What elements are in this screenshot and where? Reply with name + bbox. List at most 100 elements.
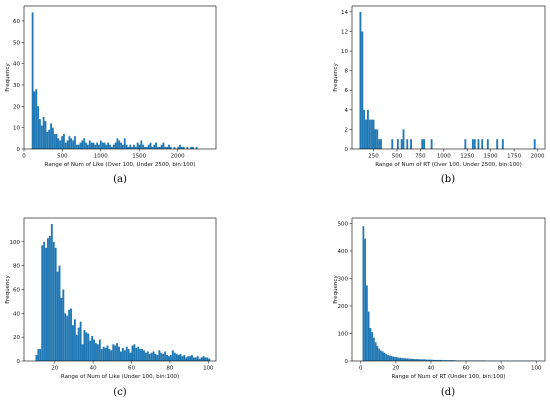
bar: [98, 144, 100, 149]
bar: [66, 140, 69, 149]
y-tick-label: 0: [345, 359, 349, 365]
bar: [388, 355, 391, 361]
bar: [46, 131, 49, 149]
bar: [95, 343, 97, 362]
x-tick-label: 1250: [460, 154, 474, 160]
x-tick-label: 100: [203, 366, 214, 372]
bar: [64, 142, 67, 149]
bar: [436, 359, 438, 361]
bar: [151, 146, 154, 149]
bar: [444, 360, 447, 361]
bar: [430, 139, 433, 149]
y-tick-label: 500: [338, 222, 349, 228]
bar: [177, 355, 180, 361]
bar: [162, 353, 165, 361]
bar: [90, 142, 93, 149]
bar: [140, 140, 143, 149]
bar: [52, 241, 55, 361]
bar: [473, 139, 476, 149]
x-tick-label: 20: [392, 366, 399, 372]
bar: [42, 116, 45, 149]
bar: [420, 359, 423, 361]
bar: [173, 146, 176, 149]
bar: [486, 139, 489, 149]
y-axis-label: Frequency: [333, 63, 339, 92]
bar: [39, 119, 41, 149]
bar: [418, 359, 421, 361]
bar: [121, 347, 124, 361]
bar: [129, 144, 132, 149]
bar: [164, 351, 167, 361]
bar: [149, 142, 152, 149]
bar: [89, 340, 92, 361]
chart-d: 0 20 40 60 80 100 0 100 200 300 400 500 Range of Num…: [333, 217, 546, 398]
bar: [181, 356, 184, 361]
bar: [192, 146, 194, 149]
bar: [471, 139, 474, 149]
bar: [116, 343, 119, 362]
bar: [397, 357, 400, 361]
bar: [156, 355, 159, 361]
bar: [108, 349, 111, 361]
bar: [144, 352, 147, 361]
bar: [429, 359, 431, 362]
y-tick-label: 20: [13, 335, 20, 341]
bar: [400, 139, 403, 149]
x-tick-label: 750: [415, 154, 426, 160]
bar: [481, 139, 484, 149]
bar: [423, 359, 426, 361]
bar: [183, 355, 186, 361]
bar: [137, 346, 140, 361]
bar: [50, 123, 52, 149]
bar: [54, 247, 57, 361]
x-tick-label: 1750: [507, 154, 521, 160]
x-tick-label: 1500: [484, 154, 498, 160]
bar: [81, 344, 84, 361]
bar: [376, 345, 379, 362]
bar: [501, 139, 504, 149]
bar: [430, 359, 433, 362]
bar: [101, 142, 104, 149]
y-tick-label: 0: [17, 359, 21, 365]
bar: [131, 345, 134, 361]
bar: [395, 357, 398, 361]
bar: [83, 330, 86, 361]
bar: [37, 349, 40, 361]
bar: [175, 353, 178, 361]
bar: [453, 360, 456, 361]
bar: [370, 119, 373, 149]
y-tick-label: 10: [13, 126, 20, 132]
bar: [112, 344, 115, 361]
bar: [387, 354, 389, 361]
bar: [106, 345, 109, 361]
bar: [409, 358, 412, 361]
bar: [48, 129, 51, 149]
bar: [179, 353, 182, 361]
bar: [162, 142, 165, 149]
bar: [133, 344, 136, 361]
bar: [120, 142, 122, 149]
bar: [208, 358, 211, 361]
bar: [427, 359, 430, 362]
x-tick-label: 0: [359, 366, 363, 372]
bar: [63, 134, 65, 149]
bar: [154, 353, 157, 361]
bar: [40, 125, 43, 149]
bar: [92, 142, 95, 149]
chart-a: 0 500 1000 1500 2000 0 10 20 30 40 50 60 Range of Nu…: [5, 5, 217, 185]
bar: [35, 355, 38, 361]
bar: [37, 106, 40, 149]
bar: [110, 350, 113, 361]
bar: [33, 91, 36, 149]
bar: [116, 138, 119, 149]
bar: [408, 358, 410, 361]
bar: [110, 146, 113, 149]
y-axis-label: Frequency: [5, 275, 11, 304]
x-tick-label: 20: [51, 366, 58, 372]
bar: [198, 358, 201, 361]
bar: [93, 339, 95, 361]
bar: [206, 357, 209, 361]
bar: [143, 350, 145, 361]
y-tick-label: 0: [345, 147, 349, 153]
